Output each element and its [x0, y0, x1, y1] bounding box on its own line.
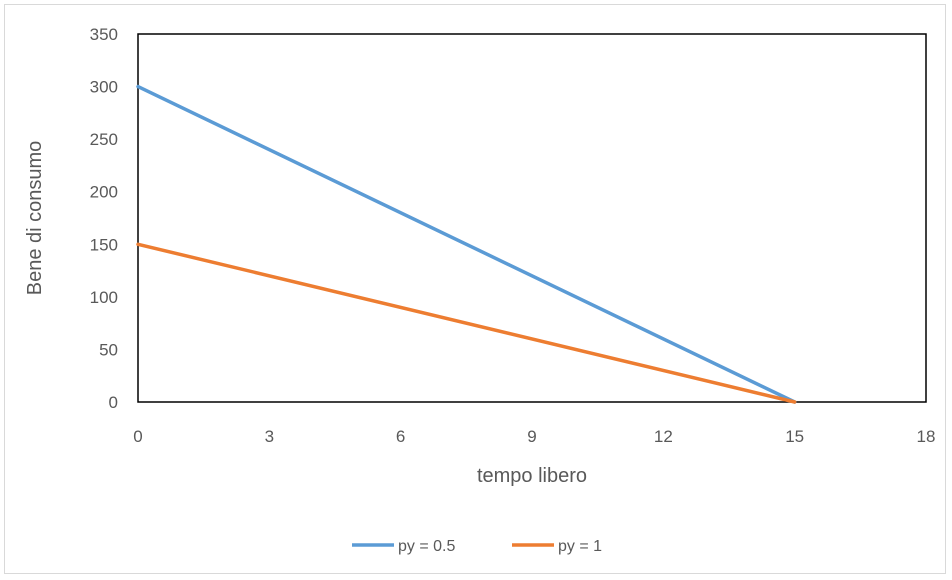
- x-tick-label: 18: [917, 427, 936, 446]
- series-layer: [136, 84, 797, 404]
- y-tick-label: 150: [90, 235, 118, 254]
- x-tick-label: 3: [265, 427, 274, 446]
- x-tick-label: 9: [527, 427, 536, 446]
- x-axis-title: tempo libero: [477, 465, 587, 487]
- plot-area: [137, 33, 927, 403]
- x-axis-ticks: 0 3 6 9 12 15 18: [133, 427, 935, 446]
- series-line-1: [136, 84, 797, 404]
- x-tick-label: 6: [396, 427, 405, 446]
- legend-label: py = 1: [558, 538, 602, 555]
- x-tick-label: 15: [785, 427, 804, 446]
- y-tick-label: 0: [109, 393, 118, 412]
- legend-label: py = 0.5: [398, 538, 455, 555]
- x-tick-label: 12: [654, 427, 673, 446]
- legend: py = 0.5 py = 1: [352, 538, 602, 555]
- y-axis-title: Bene di consumo: [24, 141, 46, 296]
- x-tick-label: 0: [133, 427, 142, 446]
- series-line-2: [136, 242, 797, 404]
- y-axis-ticks: 0 50 100 150 200 250 300 350: [90, 25, 118, 412]
- y-tick-label: 200: [90, 183, 118, 202]
- y-tick-label: 50: [99, 340, 118, 359]
- y-tick-label: 300: [90, 78, 118, 97]
- y-tick-label: 350: [90, 25, 118, 44]
- y-tick-label: 100: [90, 288, 118, 307]
- y-tick-label: 250: [90, 130, 118, 149]
